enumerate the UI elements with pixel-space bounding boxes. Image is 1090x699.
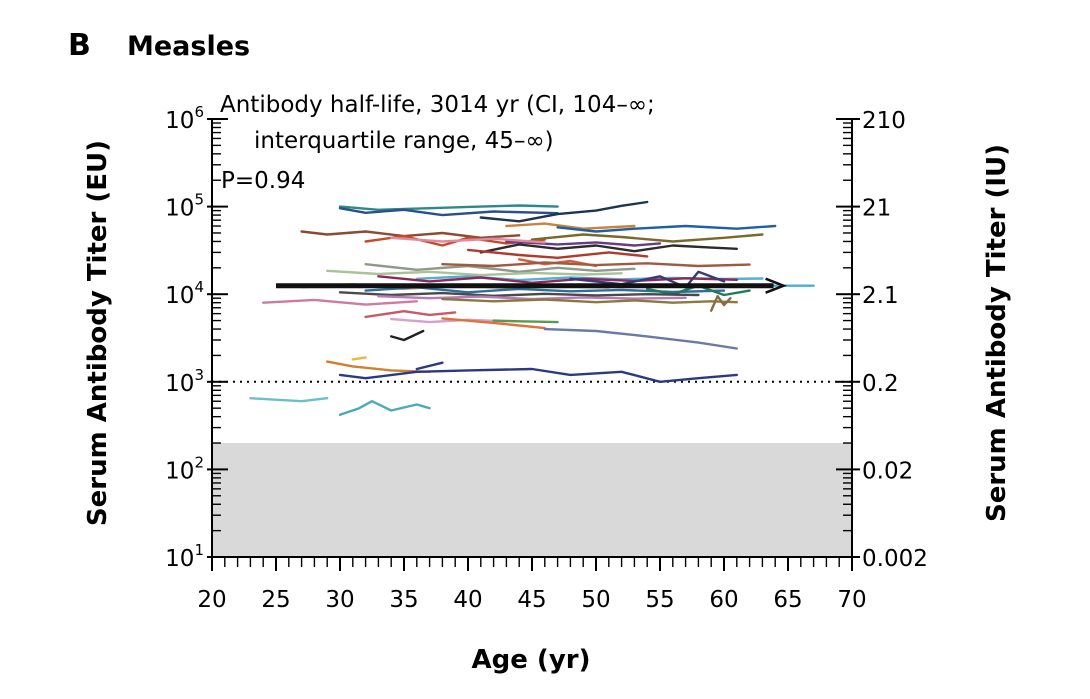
y-tick-label-left: 106 [165,103,204,134]
x-tick-label: 70 [837,587,866,613]
series-line-29 [390,317,508,324]
x-tick-label: 50 [581,587,610,613]
x-tick-label: 60 [709,587,738,613]
y2-tick-label: 21 [862,196,891,222]
series-line-24 [377,295,687,301]
x-tick-label: 40 [453,587,482,613]
annotation-half-life: Antibody half-life, 3014 yr (CI, 104–∞; [220,92,655,118]
series-line-37 [415,361,444,371]
series-line-38 [249,397,329,403]
series-line-28 [364,310,457,319]
series-line-26 [710,295,732,312]
series-line-10 [505,240,662,247]
y-axis-title-left: Serum Antibody Titer (EU) [83,140,113,526]
y-tick-label-left: 105 [165,191,204,222]
series-line-1 [338,204,559,212]
series-line-2 [338,206,559,217]
series-line-9 [479,243,738,254]
x-tick-label: 35 [389,587,418,613]
series-line-27 [262,298,418,306]
y2-tick-label: 2.1 [862,283,899,309]
shaded-region [212,443,852,557]
series-line-3 [479,200,649,223]
series-line-23 [338,291,700,297]
y-tick-label-left: 103 [165,366,204,397]
x-tick-label: 55 [645,587,674,613]
x-axis-title: Age (yr) [472,645,591,675]
x-tick-label: 30 [325,587,354,613]
trend-arrowhead [765,277,788,294]
series-line-32 [543,327,738,350]
annotation-interquartile: interquartile range, 45–∞) [254,128,554,154]
series-line-12 [466,248,649,259]
series-line-11 [390,236,546,244]
panel-title: Measles [127,31,250,62]
y-tick-label-left: 102 [165,453,204,484]
x-tick-label: 65 [773,587,802,613]
y2-tick-label: 0.02 [862,458,913,484]
y2-tick-label: 210 [862,108,906,134]
y2-tick-label: 0.002 [862,546,928,572]
series-line-18 [377,275,738,284]
y-tick-label-left: 104 [165,278,204,309]
series-line-25 [441,297,738,304]
y2-tick-label: 0.2 [862,371,899,397]
series-line-14 [364,263,636,273]
series-line-33 [390,329,425,342]
series-line-4 [505,222,636,230]
series-line-30 [492,319,559,324]
series-line-39 [338,400,431,416]
series-line-34 [326,360,431,373]
series-line-15 [441,261,751,268]
series-line-36 [338,367,738,383]
series-line-31 [441,317,546,330]
annotation-p-value: P=0.94 [221,168,305,194]
x-tick-label: 20 [197,587,226,613]
y-tick-label-left: 101 [165,541,204,572]
series-line-35 [351,356,367,361]
panel-letter: B [68,28,91,63]
series-line-8 [530,233,764,243]
series-line-5 [556,224,777,233]
x-tick-label: 25 [261,587,290,613]
series-line-16 [326,269,623,277]
y-axis-title-right: Serum Antibody Titer (IU) [982,144,1012,522]
x-tick-label: 45 [517,587,546,613]
